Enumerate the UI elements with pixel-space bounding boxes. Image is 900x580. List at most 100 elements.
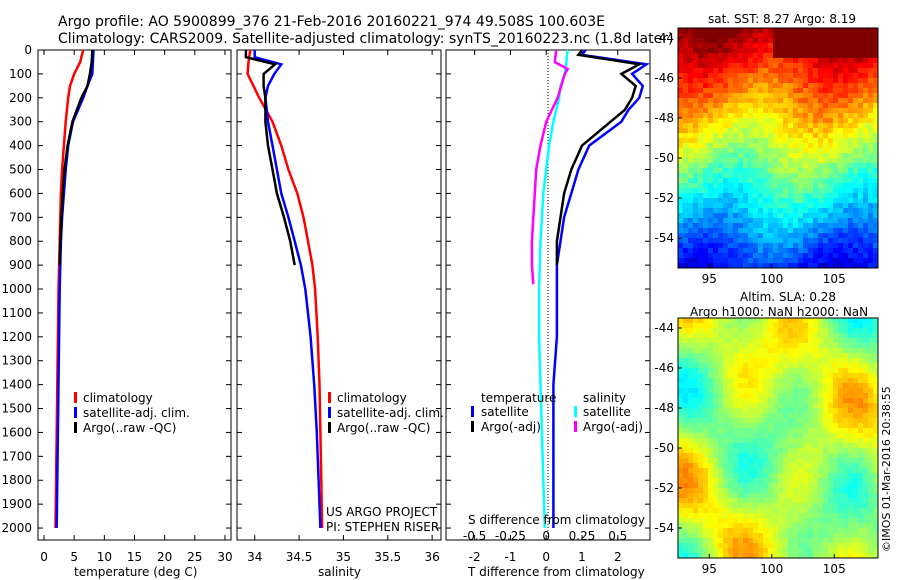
map-cell — [833, 438, 839, 444]
map-cell — [793, 418, 799, 424]
map-cell — [808, 543, 814, 549]
map-cell — [688, 118, 694, 124]
map-cell — [838, 548, 844, 554]
map-cell — [683, 443, 689, 449]
map-cell — [768, 353, 774, 359]
map-cell — [758, 73, 764, 79]
map-cell — [758, 173, 764, 179]
map-cell — [753, 473, 759, 479]
map-cell — [868, 88, 874, 94]
map-cell — [838, 443, 844, 449]
map-cell — [728, 453, 734, 459]
map-y-tick-label: -44 — [654, 31, 674, 45]
map-cell — [708, 453, 714, 459]
x-tick-label: 10 — [97, 550, 112, 564]
map-cell — [768, 478, 774, 484]
map-cell — [693, 503, 699, 509]
map-cell — [843, 228, 849, 234]
map-cell — [863, 88, 869, 94]
map-cell — [768, 158, 774, 164]
map-cell — [853, 418, 859, 424]
map-cell — [848, 243, 854, 249]
map-cell — [718, 398, 724, 404]
map-cell — [758, 443, 764, 449]
map-cell — [838, 358, 844, 364]
map-cell — [768, 378, 774, 384]
map-cell — [703, 33, 709, 39]
map-cell — [693, 73, 699, 79]
map-cell — [683, 503, 689, 509]
map-cell — [833, 108, 839, 114]
map-cell — [823, 513, 829, 519]
map-cell — [803, 168, 809, 174]
map-cell — [743, 423, 749, 429]
map-cell — [748, 198, 754, 204]
map-cell — [763, 248, 769, 254]
map-cell — [683, 358, 689, 364]
map-cell — [708, 113, 714, 119]
map-cell — [798, 218, 804, 224]
map-cell — [803, 343, 809, 349]
map-cell — [833, 183, 839, 189]
map-cell — [713, 538, 719, 544]
map-cell — [683, 83, 689, 89]
map-cell — [768, 528, 774, 534]
map-cell — [778, 323, 784, 329]
map-cell — [723, 548, 729, 554]
map-cell — [868, 43, 874, 49]
map-cell — [863, 473, 869, 479]
map-cell — [813, 338, 819, 344]
map-cell — [753, 178, 759, 184]
map-cell — [793, 473, 799, 479]
map-cell — [868, 168, 874, 174]
map-cell — [733, 493, 739, 499]
map-cell — [843, 513, 849, 519]
map-cell — [868, 198, 874, 204]
map-cell — [713, 53, 719, 59]
y-tick-label: 1500 — [1, 402, 32, 416]
map-cell — [843, 528, 849, 534]
map-cell — [853, 133, 859, 139]
map-cell — [713, 43, 719, 49]
map-cell — [793, 428, 799, 434]
map-cell — [848, 533, 854, 539]
map-cell — [738, 343, 744, 349]
map-cell — [823, 243, 829, 249]
map-cell — [698, 398, 704, 404]
map-cell — [728, 458, 734, 464]
map-cell — [748, 118, 754, 124]
map-cell — [698, 78, 704, 84]
map-cell — [738, 118, 744, 124]
map-cell — [763, 153, 769, 159]
map-cell — [773, 133, 779, 139]
map-cell — [738, 193, 744, 199]
map-cell — [868, 218, 874, 224]
map-cell — [748, 223, 754, 229]
map-cell — [833, 58, 839, 64]
map-cell — [753, 258, 759, 264]
map-cell — [698, 478, 704, 484]
map-cell — [703, 68, 709, 74]
map-cell — [688, 383, 694, 389]
map-cell — [728, 533, 734, 539]
map-cell — [723, 343, 729, 349]
map-cell — [848, 388, 854, 394]
map-cell — [678, 413, 684, 419]
map-cell — [763, 423, 769, 429]
map-cell — [798, 198, 804, 204]
map-cell — [773, 508, 779, 514]
map-cell — [703, 383, 709, 389]
map-cell — [863, 528, 869, 534]
map-cell — [723, 328, 729, 334]
map-cell — [768, 463, 774, 469]
map-cell — [833, 78, 839, 84]
map-cell — [848, 143, 854, 149]
map-cell — [863, 243, 869, 249]
map-cell — [703, 478, 709, 484]
map-cell — [718, 138, 724, 144]
map-cell — [678, 148, 684, 154]
map-cell — [768, 413, 774, 419]
map-cell — [803, 93, 809, 99]
map-cell — [758, 493, 764, 499]
map-cell — [843, 553, 849, 559]
